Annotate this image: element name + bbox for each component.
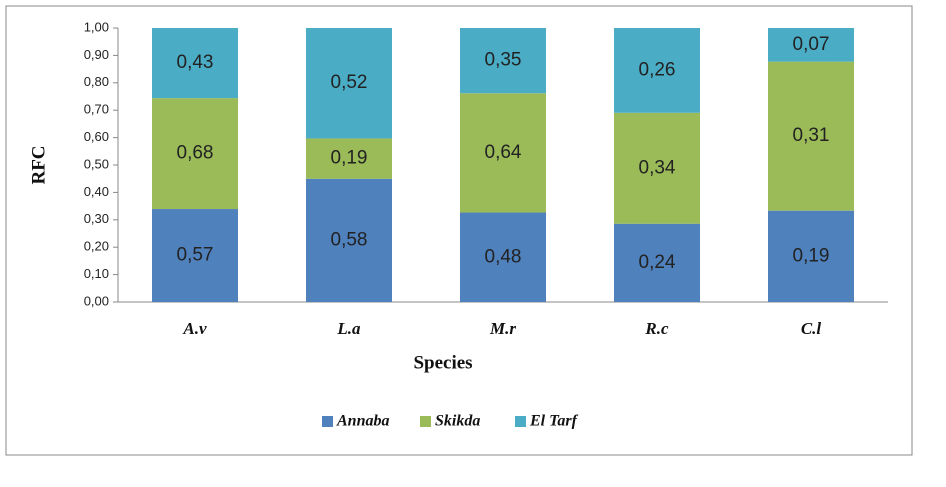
- bar-segment: [768, 28, 854, 62]
- data-label: 0,31: [793, 125, 830, 146]
- legend-label: El Tarf: [529, 413, 579, 430]
- x-tick-label: L.a: [336, 319, 361, 338]
- data-label: 0,26: [639, 59, 676, 80]
- data-label: 0,64: [485, 142, 522, 163]
- bar-segment: [768, 61, 854, 211]
- y-tick-label: 0,20: [84, 239, 109, 254]
- data-label: 0,52: [331, 72, 368, 93]
- bar-segment: [152, 209, 238, 302]
- y-tick-label: 0,50: [84, 156, 109, 171]
- x-axis-title: Species: [413, 352, 472, 373]
- legend-label: Annaba: [336, 413, 389, 430]
- y-tick-label: 0,00: [84, 293, 109, 308]
- legend-swatch: [420, 416, 431, 427]
- bar-segment: [768, 210, 854, 302]
- y-axis-title: RFC: [28, 145, 49, 184]
- x-tick-label: R.c: [644, 319, 669, 338]
- bar-segment: [460, 212, 546, 302]
- y-tick-label: 0,10: [84, 266, 109, 281]
- data-label: 0,58: [331, 229, 368, 250]
- y-tick-label: 1,00: [84, 19, 109, 34]
- data-label: 0,19: [793, 245, 830, 266]
- bar-segment: [306, 138, 392, 179]
- data-label: 0,07: [793, 34, 830, 55]
- data-label: 0,35: [485, 50, 522, 71]
- bar-segment: [460, 28, 546, 94]
- data-label: 0,19: [331, 148, 368, 169]
- y-tick-label: 0,40: [84, 184, 109, 199]
- data-label: 0,43: [177, 52, 214, 73]
- legend-swatch: [322, 416, 333, 427]
- y-tick-label: 0,80: [84, 74, 109, 89]
- y-tick-label: 0,90: [84, 47, 109, 62]
- y-tick-label: 0,60: [84, 129, 109, 144]
- x-tick-label: C.l: [801, 319, 822, 338]
- bar-segment: [152, 28, 238, 99]
- data-label: 0,68: [177, 143, 214, 164]
- legend-swatch: [515, 416, 526, 427]
- x-tick-label: A.v: [182, 319, 207, 338]
- bar-segment: [614, 223, 700, 302]
- legend-label: Skikda: [435, 413, 480, 430]
- x-tick-label: M.r: [489, 319, 516, 338]
- bar-segment: [306, 28, 392, 139]
- bar-segment: [614, 112, 700, 224]
- bar-segment: [306, 178, 392, 302]
- data-label: 0,24: [639, 252, 676, 273]
- y-tick-label: 0,30: [84, 211, 109, 226]
- data-label: 0,48: [485, 246, 522, 267]
- data-label: 0,34: [639, 157, 676, 178]
- y-tick-label: 0,70: [84, 102, 109, 117]
- bar-segment: [460, 93, 546, 213]
- bar-segment: [152, 98, 238, 210]
- data-label: 0,57: [177, 245, 214, 266]
- bar-segment: [614, 28, 700, 113]
